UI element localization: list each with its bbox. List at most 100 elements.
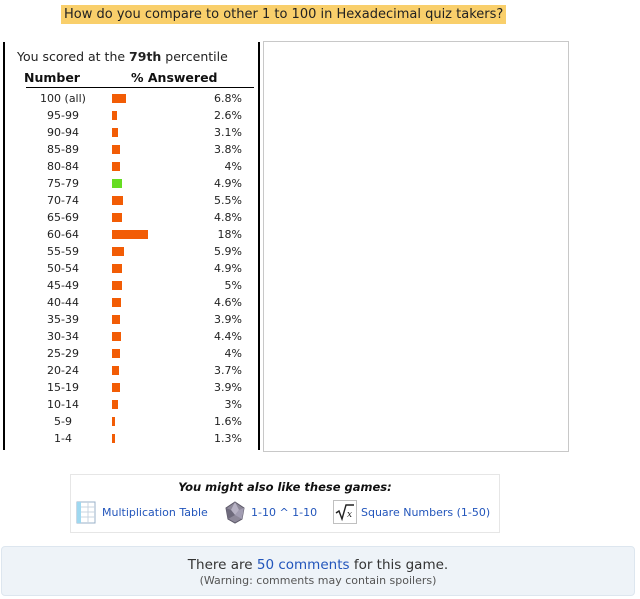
percentile-value: 18%: [217, 228, 242, 241]
percentile-range-label: 75-79: [47, 177, 79, 190]
percentile-range-label: 1-4: [54, 432, 72, 445]
percentile-bar: [112, 434, 115, 443]
related-games-box: You might also like these games: Multipl…: [70, 474, 500, 533]
answered-column-header: % Answered: [131, 70, 218, 85]
game-name[interactable]: 1-10 ^ 1-10: [251, 505, 318, 519]
percentile-row: 70-74 5.5%: [20, 192, 260, 209]
percentile-range-label: 20-24: [47, 364, 79, 377]
square-root-icon: x: [333, 500, 357, 524]
percentile-value: 5%: [224, 279, 242, 292]
comments-banner: There are 50 comments for this game. (Wa…: [1, 546, 635, 596]
game-link-multiplication-table[interactable]: Multiplication Table: [74, 498, 208, 526]
percentile-range-label: 60-64: [47, 228, 79, 241]
percentile-value: 1.3%: [214, 432, 242, 445]
percentile-bar: [112, 400, 118, 409]
percentile-bar: [112, 196, 123, 205]
percentile-bar: [112, 264, 122, 273]
percentile-range-label: 65-69: [47, 211, 79, 224]
crystal-icon: [223, 500, 247, 524]
percentile-range-label: 35-39: [47, 313, 79, 326]
game-link-powers[interactable]: 1-10 ^ 1-10: [223, 498, 317, 526]
percentile-bar: [112, 366, 119, 375]
percentile-row: 85-89 3.8%: [20, 141, 260, 158]
score-percentile: 79th: [129, 49, 162, 64]
percentile-range-label: 10-14: [47, 398, 79, 411]
percentile-stats-panel: You scored at the 79th percentile Number…: [10, 42, 260, 450]
percentile-range-label: 55-59: [47, 245, 79, 258]
score-summary: You scored at the 79th percentile: [17, 49, 228, 64]
percentile-bar: [112, 213, 122, 222]
score-prefix: You scored at the: [17, 49, 130, 64]
percentile-bar: [112, 128, 118, 137]
percentile-range-label: 90-94: [47, 126, 79, 139]
percentile-row: 45-49 5%: [20, 277, 260, 294]
percentile-value: 3.1%: [214, 126, 242, 139]
percentile-range-label: 85-89: [47, 143, 79, 156]
percentile-value: 4.6%: [214, 296, 242, 309]
percentile-row: 30-34 4.4%: [20, 328, 260, 345]
percentile-bar: [112, 111, 117, 120]
percentile-bar: [112, 315, 120, 324]
percentile-row: 60-64 18%: [20, 226, 260, 243]
percentile-row: 25-29 4%: [20, 345, 260, 362]
percentile-value: 4.8%: [214, 211, 242, 224]
chart-panel: [263, 41, 569, 452]
percentile-value: 5.5%: [214, 194, 242, 207]
percentile-value: 3.9%: [214, 381, 242, 394]
percentile-bar: [112, 162, 120, 171]
percentile-value: 4.9%: [214, 177, 242, 190]
percentile-value: 4.4%: [214, 330, 242, 343]
percentile-range-label: 15-19: [47, 381, 79, 394]
percentile-value: 1.6%: [214, 415, 242, 428]
percentile-value: 3.7%: [214, 364, 242, 377]
percentile-row: 15-19 3.9%: [20, 379, 260, 396]
percentile-row: 55-59 5.9%: [20, 243, 260, 260]
percentile-bar: [112, 94, 126, 103]
score-suffix: percentile: [161, 49, 228, 64]
game-name[interactable]: Multiplication Table: [102, 505, 208, 519]
percentile-value: 4%: [224, 347, 242, 360]
percentile-row: 20-24 3.7%: [20, 362, 260, 379]
percentile-bar: [112, 383, 120, 392]
percentile-range-label: 80-84: [47, 160, 79, 173]
percentile-range-label: 70-74: [47, 194, 79, 207]
percentile-range-label: 45-49: [47, 279, 79, 292]
comments-prefix: There are: [187, 557, 257, 573]
percentile-value: 3.8%: [214, 143, 242, 156]
percentile-row: 10-14 3%: [20, 396, 260, 413]
percentile-row: 50-54 4.9%: [20, 260, 260, 277]
comments-link[interactable]: 50 comments: [256, 557, 350, 573]
number-column-header: Number: [24, 70, 80, 85]
percentile-row: 35-39 3.9%: [20, 311, 260, 328]
percentile-bar: [112, 145, 120, 154]
svg-text:x: x: [347, 510, 352, 520]
stats-left-border: [3, 42, 5, 450]
percentile-value: 5.9%: [214, 245, 242, 258]
game-link-square-numbers[interactable]: x Square Numbers (1-50): [333, 498, 490, 526]
percentile-range-label: 95-99: [47, 109, 79, 122]
table-icon: [74, 500, 98, 524]
percentile-row: 80-84 4%: [20, 158, 260, 175]
related-games-title: You might also like these games:: [178, 480, 392, 494]
percentile-bar: [112, 247, 124, 256]
percentile-range-label: 40-44: [47, 296, 79, 309]
comments-count-line: There are 50 comments for this game.: [2, 557, 634, 573]
percentile-bar: [112, 298, 121, 307]
percentile-row: 65-69 4.8%: [20, 209, 260, 226]
percentile-row: 90-94 3.1%: [20, 124, 260, 141]
percentile-value: 4.9%: [214, 262, 242, 275]
percentile-value: 6.8%: [214, 92, 242, 105]
percentile-value: 3.9%: [214, 313, 242, 326]
percentile-row: 1-4 1.3%: [20, 430, 260, 447]
comments-suffix: for this game.: [349, 557, 449, 573]
percentile-value: 4%: [224, 160, 242, 173]
percentile-bar: [112, 230, 148, 239]
percentile-bar: [112, 332, 121, 341]
your-score-bar: [112, 179, 122, 188]
header-divider: [26, 87, 254, 88]
percentile-range-label: 30-34: [47, 330, 79, 343]
percentile-bar: [112, 417, 115, 426]
spoiler-warning: (Warning: comments may contain spoilers): [199, 574, 437, 587]
percentile-row: 100 (all) 6.8%: [20, 90, 260, 107]
game-name[interactable]: Square Numbers (1-50): [361, 505, 491, 519]
